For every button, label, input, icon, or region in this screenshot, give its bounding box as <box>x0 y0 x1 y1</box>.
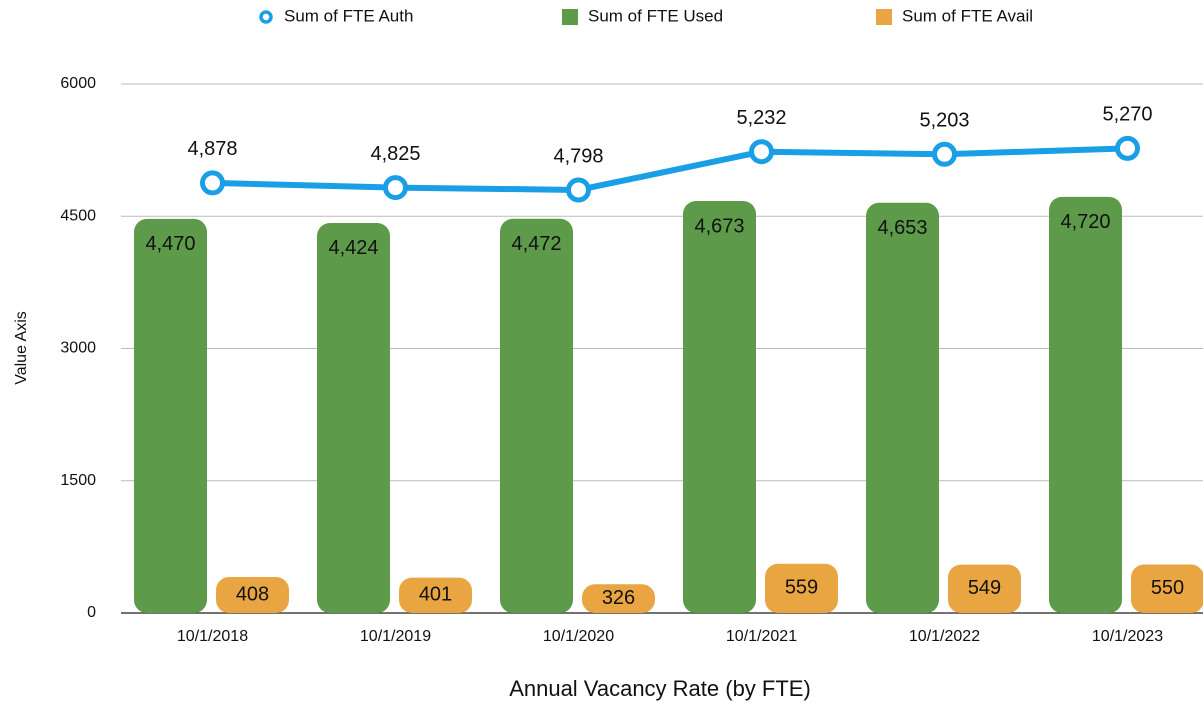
data-label: 4,470 <box>145 233 195 255</box>
legend-marker <box>876 9 892 25</box>
data-label: 401 <box>419 584 452 606</box>
x-axis-title: Annual Vacancy Rate (by FTE) <box>509 676 811 701</box>
data-label: 549 <box>968 577 1001 599</box>
data-label: 408 <box>236 583 269 605</box>
data-label: 550 <box>1151 577 1184 599</box>
data-label: 4,472 <box>511 233 561 255</box>
line-point <box>200 170 225 196</box>
y-tick-label: 6000 <box>60 75 96 92</box>
y-tick-label: 4500 <box>60 207 96 224</box>
bar <box>216 577 289 613</box>
bar <box>399 577 472 613</box>
bar <box>134 218 207 613</box>
data-label: 4,798 <box>553 145 603 167</box>
y-tick-label: 0 <box>87 604 96 621</box>
bar <box>765 563 838 613</box>
data-label: 4,720 <box>1060 211 1110 233</box>
data-label: 4,673 <box>694 215 744 237</box>
data-label: 5,232 <box>736 107 786 129</box>
line-point <box>566 177 591 203</box>
y-axis-title: Value Axis <box>13 311 30 385</box>
bar <box>683 200 756 613</box>
line-point <box>383 175 408 201</box>
line-point <box>1115 135 1140 161</box>
x-tick-label: 10/1/2023 <box>1092 628 1163 645</box>
bar <box>948 564 1021 613</box>
y-tick-label: 1500 <box>60 472 96 489</box>
x-tick-label: 10/1/2021 <box>726 628 797 645</box>
bar <box>317 222 390 613</box>
legend-label: Sum of FTE Auth <box>284 6 413 25</box>
data-label: 4,653 <box>877 217 927 239</box>
bar <box>1049 196 1122 613</box>
x-tick-label: 10/1/2018 <box>177 628 248 645</box>
data-label: 4,878 <box>187 138 237 160</box>
y-tick-label: 3000 <box>60 340 96 357</box>
data-label: 5,203 <box>919 110 969 132</box>
legend-label: Sum of FTE Used <box>588 6 723 25</box>
x-tick-label: 10/1/2022 <box>909 628 980 645</box>
data-label: 4,424 <box>328 237 378 259</box>
data-label: 5,270 <box>1102 104 1152 126</box>
data-label: 559 <box>785 577 818 599</box>
line-point <box>749 139 774 165</box>
x-tick-label: 10/1/2020 <box>543 628 614 645</box>
x-tick-label: 10/1/2019 <box>360 628 431 645</box>
line <box>212 145 1128 193</box>
legend-marker <box>259 10 273 24</box>
bar <box>866 202 939 613</box>
data-label: 4,825 <box>370 143 420 165</box>
line-point <box>932 141 957 167</box>
bar <box>1131 564 1203 613</box>
bar <box>582 584 655 613</box>
legend-label: Sum of FTE Avail <box>902 6 1033 25</box>
bar <box>500 218 573 613</box>
legend-marker <box>562 9 578 25</box>
data-label: 326 <box>602 587 635 609</box>
